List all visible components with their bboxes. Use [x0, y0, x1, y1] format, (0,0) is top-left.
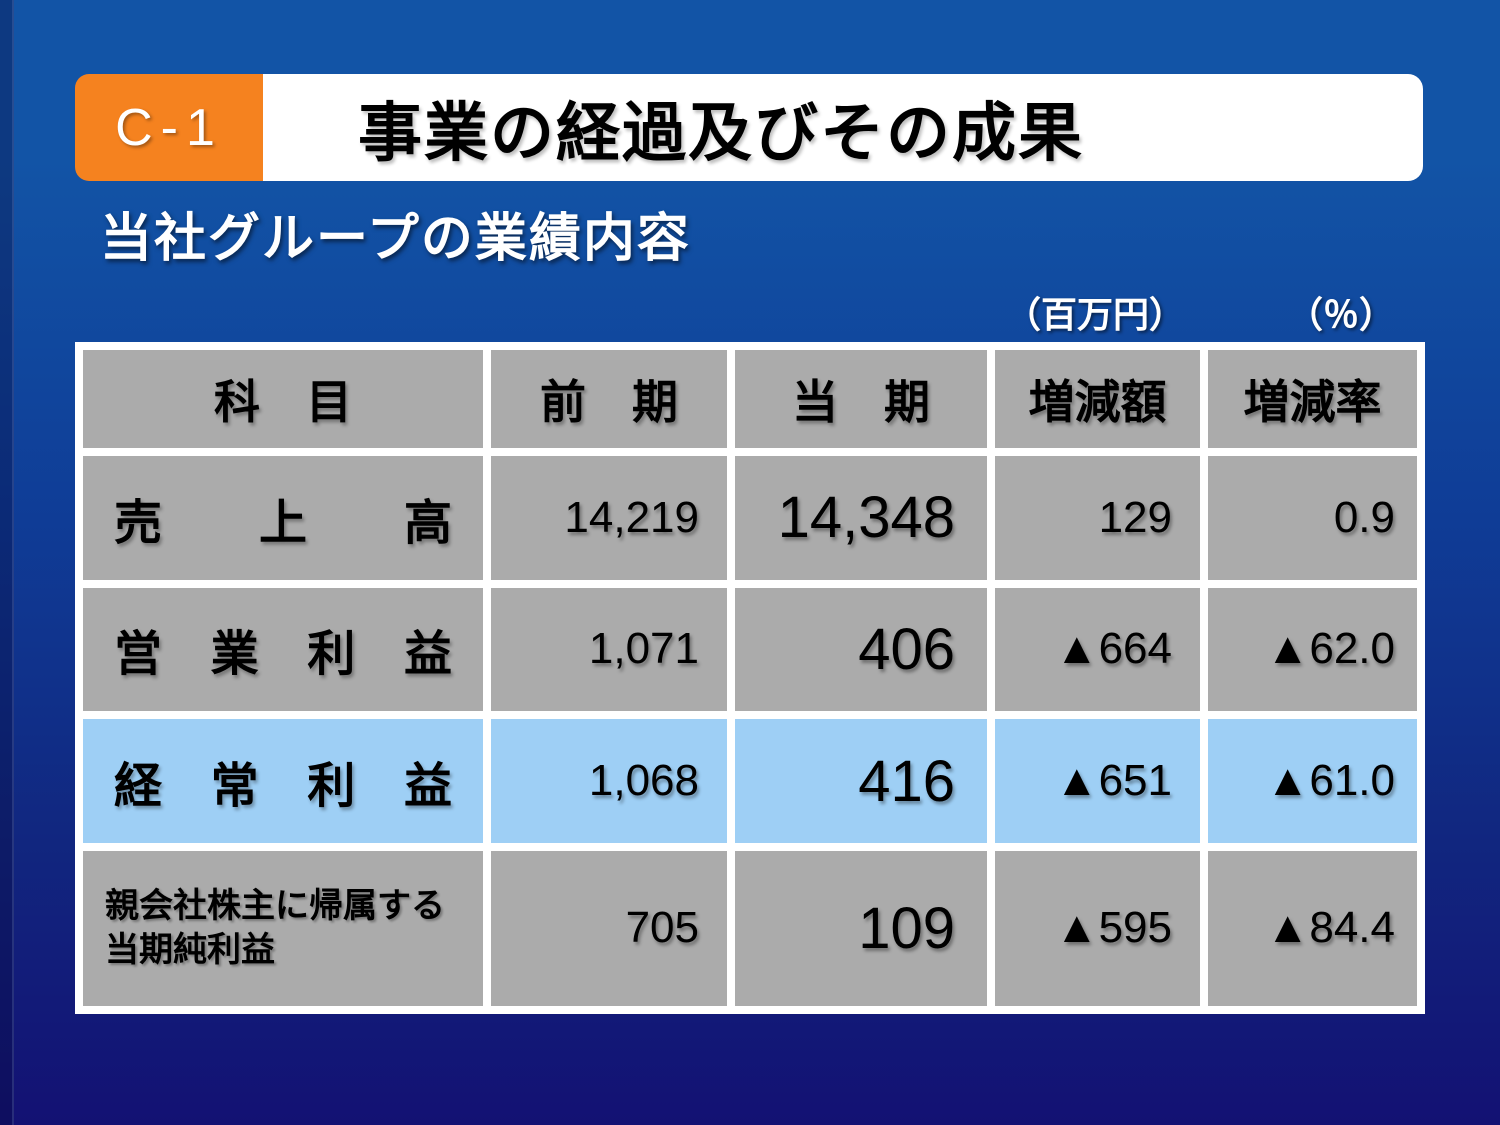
- table-row-net-income: 親会社株主に帰属する 当期純利益 705 109 ▲595 ▲84.4: [83, 850, 1417, 1006]
- unit-label-percent: （％）: [1286, 294, 1395, 335]
- slide-left-edge: [0, 0, 14, 1125]
- value-cell-prev: 1,071: [491, 587, 727, 712]
- value-cell-curr: 109: [735, 850, 987, 1006]
- row-label-cell: 売上高: [83, 456, 483, 580]
- value-cell-prev: 705: [491, 850, 727, 1006]
- unit-label-million-yen: （百万円）: [1004, 294, 1185, 335]
- row-label-cell: 親会社株主に帰属する 当期純利益: [83, 850, 483, 1006]
- section-badge-label: C-1: [115, 98, 223, 157]
- row-label-line2: 当期純利益: [105, 931, 275, 970]
- slide-subtitle: 当社グループの業績内容: [100, 210, 691, 268]
- table-row-net-sales: 売上高 14,219 14,348 129 0.9: [83, 456, 1417, 580]
- value-cell-change: ▲595: [995, 850, 1200, 1006]
- row-label-line1: 親会社株主に帰属する: [105, 887, 445, 926]
- value-cell-change: ▲664: [995, 587, 1200, 712]
- header-cell-change-amount: 増減額: [995, 350, 1200, 448]
- section-badge: C-1: [75, 74, 263, 181]
- slide-title: 事業の経過及びその成果: [358, 96, 1084, 169]
- results-table-frame: 科 目 前 期 当 期 増減額 増減率 売上高 14,219 14,348 12…: [75, 342, 1425, 1014]
- header-cell-change-rate: 増減率: [1208, 350, 1417, 448]
- value-cell-rate: ▲84.4: [1208, 850, 1417, 1006]
- table-row-ordinary-income: 経常利益 1,068 416 ▲651 ▲61.0: [83, 719, 1417, 843]
- value-cell-prev: 1,068: [491, 719, 727, 843]
- row-label-cell: 経常利益: [83, 719, 483, 843]
- table-header-row: 科 目 前 期 当 期 増減額 増減率: [83, 350, 1417, 448]
- value-cell-curr: 406: [735, 587, 987, 712]
- value-cell-prev: 14,219: [491, 456, 727, 580]
- value-cell-rate: 0.9: [1208, 456, 1417, 580]
- value-cell-change: 129: [995, 456, 1200, 580]
- header-bar: C-1 事業の経過及びその成果: [75, 74, 1423, 181]
- title-bar: 事業の経過及びその成果: [263, 74, 1423, 181]
- header-cell-item: 科 目: [83, 350, 483, 448]
- value-cell-rate: ▲62.0: [1208, 587, 1417, 712]
- row-label-cell: 営業利益: [83, 587, 483, 712]
- value-cell-curr: 14,348: [735, 456, 987, 580]
- header-cell-current-period: 当 期: [735, 350, 987, 448]
- value-cell-rate: ▲61.0: [1208, 719, 1417, 843]
- header-cell-previous-period: 前 期: [491, 350, 727, 448]
- results-table: 科 目 前 期 当 期 増減額 増減率 売上高 14,219 14,348 12…: [75, 342, 1425, 1014]
- value-cell-change: ▲651: [995, 719, 1200, 843]
- value-cell-curr: 416: [735, 719, 987, 843]
- table-row-operating-income: 営業利益 1,071 406 ▲664 ▲62.0: [83, 587, 1417, 712]
